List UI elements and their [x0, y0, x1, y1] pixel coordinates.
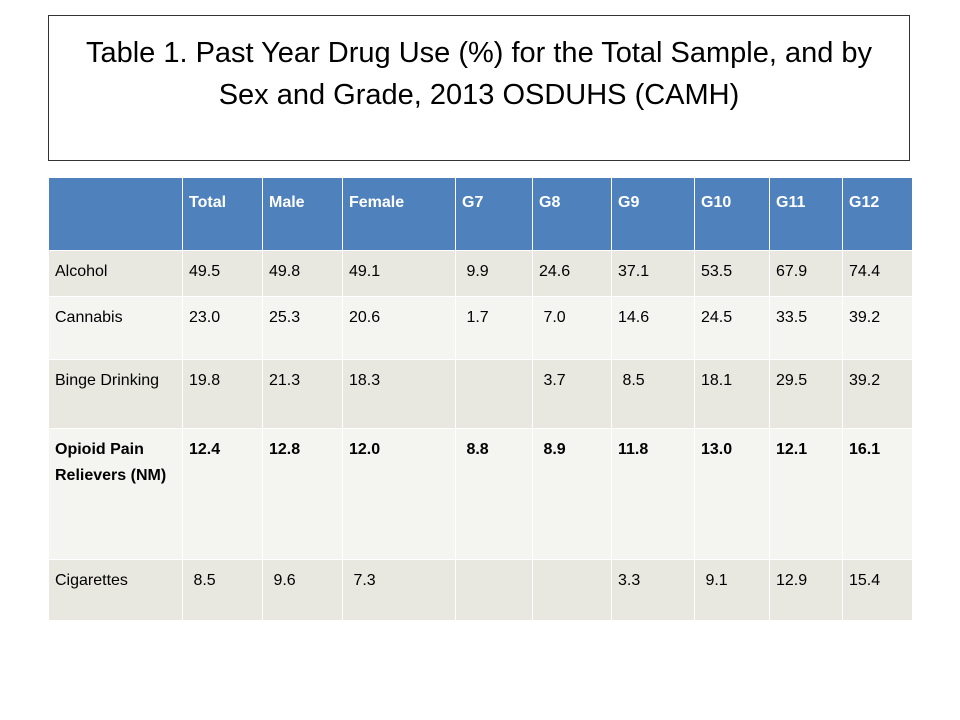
cell: 9.9	[455, 250, 533, 297]
cell: 19.8	[182, 359, 263, 429]
cell	[532, 559, 612, 621]
cell: 12.1	[769, 428, 843, 560]
column-header: Total	[182, 177, 263, 251]
cell: 1.7	[455, 296, 533, 360]
table-row: Cannabis 23.0 25.3 20.6 1.7 7.0 14.6 24.5 33.5…	[48, 296, 913, 360]
cell: 15.4	[842, 559, 913, 621]
cell: 11.8	[611, 428, 695, 560]
cell: 53.5	[694, 250, 770, 297]
cell: 8.5	[611, 359, 695, 429]
table-body: Alcohol 49.5 49.8 49.1 9.9 24.6 37.1 53.5 67.9 7…	[48, 250, 913, 621]
cell	[455, 559, 533, 621]
row-label: Alcohol	[48, 250, 183, 297]
cell: 18.3	[342, 359, 456, 429]
row-label: Cannabis	[48, 296, 183, 360]
column-header: G10	[694, 177, 770, 251]
cell: 12.0	[342, 428, 456, 560]
cell: 25.3	[262, 296, 343, 360]
cell: 23.0	[182, 296, 263, 360]
column-header: G8	[532, 177, 612, 251]
column-header: G7	[455, 177, 533, 251]
cell	[455, 359, 533, 429]
column-header	[48, 177, 183, 251]
cell: 20.6	[342, 296, 456, 360]
cell: 39.2	[842, 296, 913, 360]
cell: 49.5	[182, 250, 263, 297]
row-label: Cigarettes	[48, 559, 183, 621]
cell: 9.1	[694, 559, 770, 621]
cell: 49.1	[342, 250, 456, 297]
cell: 13.0	[694, 428, 770, 560]
column-header: G9	[611, 177, 695, 251]
cell: 12.4	[182, 428, 263, 560]
cell: 8.9	[532, 428, 612, 560]
cell: 12.8	[262, 428, 343, 560]
title: Table 1. Past Year Drug Use (%) for the …	[85, 37, 873, 111]
column-header: Male	[262, 177, 343, 251]
table-row: Alcohol 49.5 49.8 49.1 9.9 24.6 37.1 53.5 67.9 7…	[48, 250, 913, 297]
table-row: Cigarettes 8.5 9.6 7.3 3.3 9.1 12.9 15.4	[48, 559, 913, 621]
table-row: Opioid Pain Relievers (NM) 12.4 12.8 12.0 8…	[48, 428, 913, 560]
cell: 14.6	[611, 296, 695, 360]
cell: 7.3	[342, 559, 456, 621]
cell: 3.3	[611, 559, 695, 621]
column-header: Female	[342, 177, 456, 251]
column-header: G12	[842, 177, 913, 251]
data-table: Total Male Female G7 G8 G9 G10 G11 G12 Alcohol 49…	[48, 177, 913, 621]
cell: 74.4	[842, 250, 913, 297]
row-label: Binge Drinking	[48, 359, 183, 429]
row-label: Opioid Pain Relievers (NM)	[48, 428, 183, 560]
cell: 3.7	[532, 359, 612, 429]
cell: 12.9	[769, 559, 843, 621]
cell: 39.2	[842, 359, 913, 429]
table-header: Total Male Female G7 G8 G9 G10 G11 G12	[48, 177, 913, 251]
cell: 24.6	[532, 250, 612, 297]
cell: 8.8	[455, 428, 533, 560]
cell: 7.0	[532, 296, 612, 360]
table-row: Binge Drinking 19.8 21.3 18.3 3.7 8.5 18.1 29…	[48, 359, 913, 429]
cell: 16.1	[842, 428, 913, 560]
cell: 67.9	[769, 250, 843, 297]
cell: 29.5	[769, 359, 843, 429]
cell: 37.1	[611, 250, 695, 297]
cell: 24.5	[694, 296, 770, 360]
cell: 18.1	[694, 359, 770, 429]
cell: 33.5	[769, 296, 843, 360]
column-header: G11	[769, 177, 843, 251]
cell: 9.6	[262, 559, 343, 621]
cell: 21.3	[262, 359, 343, 429]
title-box: Table 1. Past Year Drug Use (%) for the …	[48, 15, 910, 161]
cell: 49.8	[262, 250, 343, 297]
cell: 8.5	[182, 559, 263, 621]
header-row: Total Male Female G7 G8 G9 G10 G11 G12	[48, 177, 913, 251]
